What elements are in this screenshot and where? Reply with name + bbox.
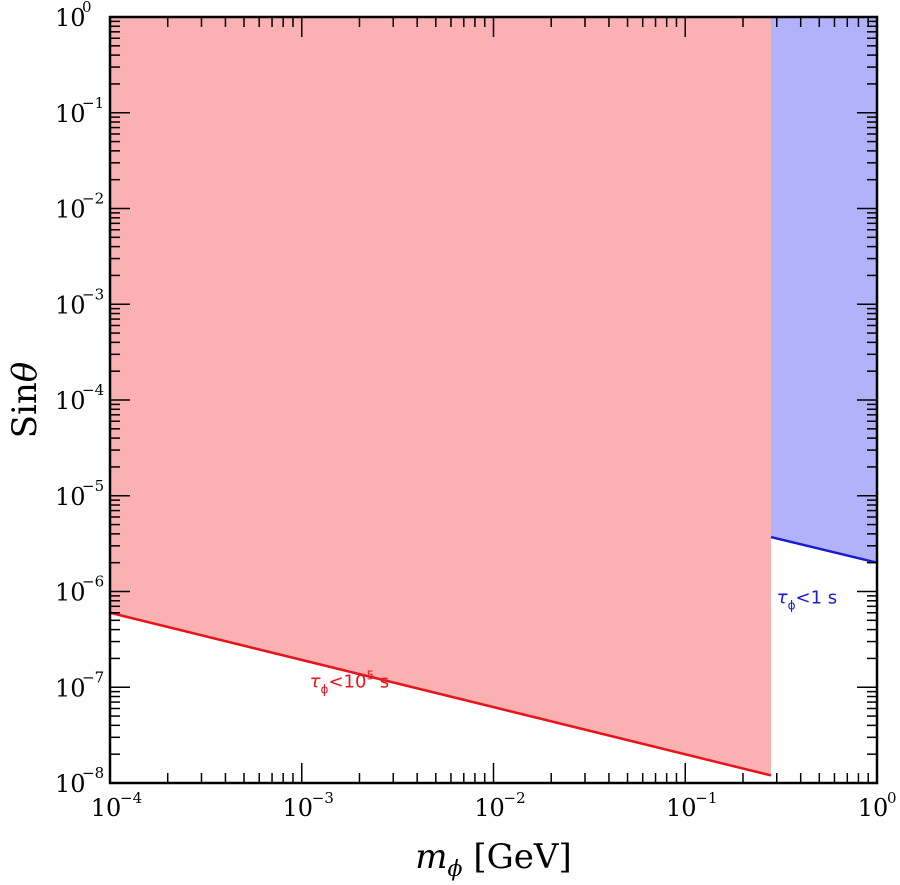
boundary-line-2 [770, 535, 878, 564]
boundary-line-1 [109, 611, 772, 777]
x-tick-label: 10 [282, 794, 313, 822]
y-tick-label: 10 [55, 770, 86, 798]
x-tick-exponent: −3 [312, 789, 334, 807]
annotation-2: τϕ<1 s [777, 587, 837, 612]
y-tick-exponent: −2 [82, 190, 104, 208]
x-tick-label: 10 [666, 794, 697, 822]
annotations: τϕ<105 s τϕ<1 s [310, 587, 837, 696]
y-tick-exponent: −3 [82, 285, 104, 303]
y-tick-exponent: −6 [82, 573, 104, 591]
y-tick-label: 10 [55, 291, 86, 319]
y-tick-exponent: −7 [82, 668, 104, 686]
x-tick-exponent: 0 [887, 789, 897, 807]
x-tick-label: 10 [91, 794, 122, 822]
y-axis-text: Sin [5, 382, 45, 438]
x-tick-labels: 10−4 10−3 10−2 10−1 100 [91, 789, 897, 822]
x-axis-symbol: m [415, 837, 447, 877]
y-tick-label: 10 [55, 579, 86, 607]
y-tick-exponent: −1 [82, 94, 104, 112]
y-tick-exponent: 0 [82, 0, 92, 16]
excluded-region-1 [110, 17, 771, 776]
y-tick-exponent: −5 [82, 477, 104, 495]
x-axis-title: mϕ [GeV] [415, 837, 571, 882]
x-tick-exponent: −1 [695, 789, 717, 807]
excluded-regions [110, 17, 877, 776]
plot-frame [108, 15, 879, 785]
x-tick-exponent: −4 [120, 789, 142, 807]
annotation-1: τϕ<105 s [310, 668, 390, 696]
y-axis-symbol: θ [5, 362, 45, 382]
y-axis-title: Sinθ [5, 362, 45, 439]
x-tick-exponent: −2 [504, 789, 526, 807]
boundary-lines [109, 535, 878, 777]
x-axis-subscript: ϕ [448, 857, 463, 882]
y-tick-label: 10 [55, 196, 86, 224]
excluded-region-2 [770, 17, 877, 563]
x-axis-unit: [GeV] [463, 837, 572, 877]
y-tick-label: 10 [55, 387, 86, 415]
y-tick-label: 10 [55, 483, 86, 511]
y-tick-label: 10 [55, 4, 86, 32]
x-tick-label: 10 [858, 794, 889, 822]
y-tick-exponent: −4 [82, 381, 104, 399]
y-tick-exponent: −8 [82, 764, 104, 782]
y-tick-label: 10 [55, 674, 86, 702]
y-tick-label: 10 [55, 100, 86, 128]
x-tick-label: 10 [474, 794, 505, 822]
